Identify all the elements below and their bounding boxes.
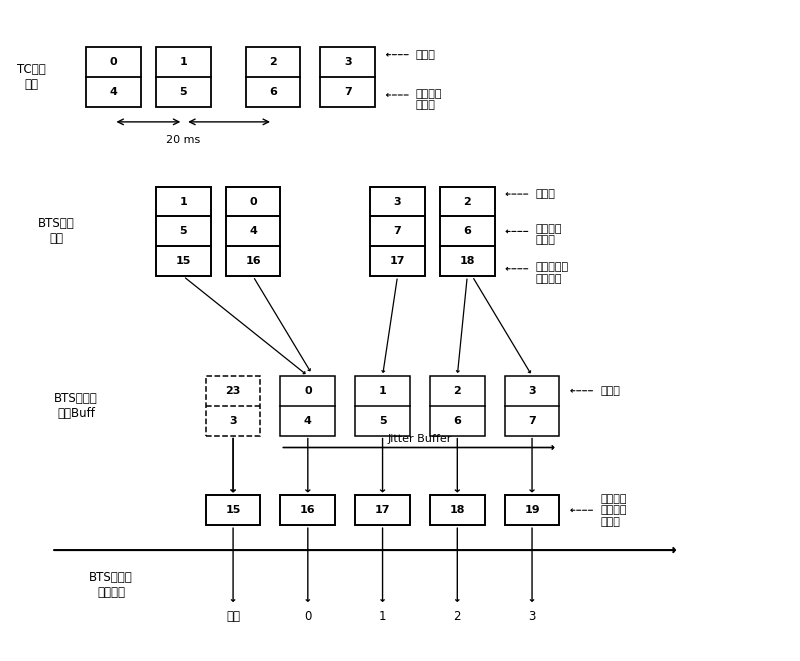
Text: 6: 6 bbox=[454, 416, 462, 426]
Text: 4: 4 bbox=[304, 416, 312, 426]
Text: 2: 2 bbox=[454, 610, 461, 623]
Text: 1: 1 bbox=[179, 57, 187, 67]
Text: 17: 17 bbox=[375, 505, 390, 515]
Bar bbox=[226, 186, 281, 276]
Text: 6: 6 bbox=[463, 227, 471, 237]
Bar bbox=[206, 376, 261, 436]
Text: 3: 3 bbox=[528, 386, 536, 396]
Text: 0: 0 bbox=[249, 196, 257, 206]
Text: BTS向空口
发送数据: BTS向空口 发送数据 bbox=[89, 571, 133, 599]
Bar bbox=[505, 376, 559, 436]
Bar bbox=[281, 495, 335, 525]
Text: 23: 23 bbox=[226, 386, 241, 396]
Text: 5: 5 bbox=[378, 416, 386, 426]
Text: 0: 0 bbox=[304, 610, 311, 623]
Text: 帧序号: 帧序号 bbox=[416, 50, 436, 59]
Bar bbox=[156, 186, 210, 276]
Bar bbox=[206, 495, 261, 525]
Text: 5: 5 bbox=[179, 227, 187, 237]
Text: 16: 16 bbox=[300, 505, 316, 515]
Bar bbox=[430, 376, 485, 436]
Text: 接收端再
发送的时
间标签: 接收端再 发送的时 间标签 bbox=[600, 494, 627, 527]
Text: 15: 15 bbox=[175, 256, 191, 266]
Text: 2: 2 bbox=[269, 57, 277, 67]
Text: 1: 1 bbox=[179, 196, 187, 206]
Text: 15: 15 bbox=[226, 505, 241, 515]
Bar bbox=[440, 186, 494, 276]
Text: 帧序号: 帧序号 bbox=[535, 189, 555, 199]
Text: 发送端时
间标签: 发送端时 间标签 bbox=[535, 223, 562, 245]
Text: 4: 4 bbox=[249, 227, 257, 237]
Text: 17: 17 bbox=[390, 256, 406, 266]
Bar bbox=[355, 376, 410, 436]
Text: BTS将数据
放入Buff: BTS将数据 放入Buff bbox=[54, 392, 98, 420]
Bar bbox=[281, 376, 335, 436]
Text: 发送端时
间标签: 发送端时 间标签 bbox=[416, 89, 442, 110]
Bar bbox=[156, 47, 210, 107]
Text: 3: 3 bbox=[394, 196, 402, 206]
Text: BTS接收
数据: BTS接收 数据 bbox=[38, 217, 74, 245]
Text: 18: 18 bbox=[459, 256, 475, 266]
Bar bbox=[430, 495, 485, 525]
Text: 7: 7 bbox=[394, 227, 402, 237]
Text: 填充: 填充 bbox=[226, 610, 240, 623]
Text: 6: 6 bbox=[269, 87, 277, 97]
Text: 3: 3 bbox=[528, 610, 536, 623]
Bar bbox=[246, 47, 300, 107]
Text: 18: 18 bbox=[450, 505, 465, 515]
Text: 帧序号: 帧序号 bbox=[600, 386, 620, 396]
Text: 2: 2 bbox=[463, 196, 471, 206]
Text: 19: 19 bbox=[524, 505, 540, 515]
Text: 0: 0 bbox=[110, 57, 118, 67]
Bar bbox=[355, 495, 410, 525]
Text: 7: 7 bbox=[528, 416, 536, 426]
Bar bbox=[505, 495, 559, 525]
Text: 7: 7 bbox=[344, 87, 351, 97]
Bar bbox=[86, 47, 141, 107]
Text: 接收端送的
时间标签: 接收端送的 时间标签 bbox=[535, 262, 569, 284]
Text: 5: 5 bbox=[179, 87, 187, 97]
Text: Jitter Buffer: Jitter Buffer bbox=[388, 434, 452, 444]
Text: 1: 1 bbox=[379, 610, 386, 623]
Text: TC发出
数据: TC发出 数据 bbox=[17, 63, 46, 91]
Text: 0: 0 bbox=[304, 386, 312, 396]
Text: 3: 3 bbox=[230, 416, 237, 426]
Bar bbox=[320, 47, 375, 107]
Text: 3: 3 bbox=[344, 57, 351, 67]
Text: 2: 2 bbox=[454, 386, 461, 396]
Text: 16: 16 bbox=[245, 256, 261, 266]
Bar bbox=[370, 186, 425, 276]
Text: 1: 1 bbox=[378, 386, 386, 396]
Text: 4: 4 bbox=[110, 87, 118, 97]
Text: 20 ms: 20 ms bbox=[166, 135, 200, 145]
